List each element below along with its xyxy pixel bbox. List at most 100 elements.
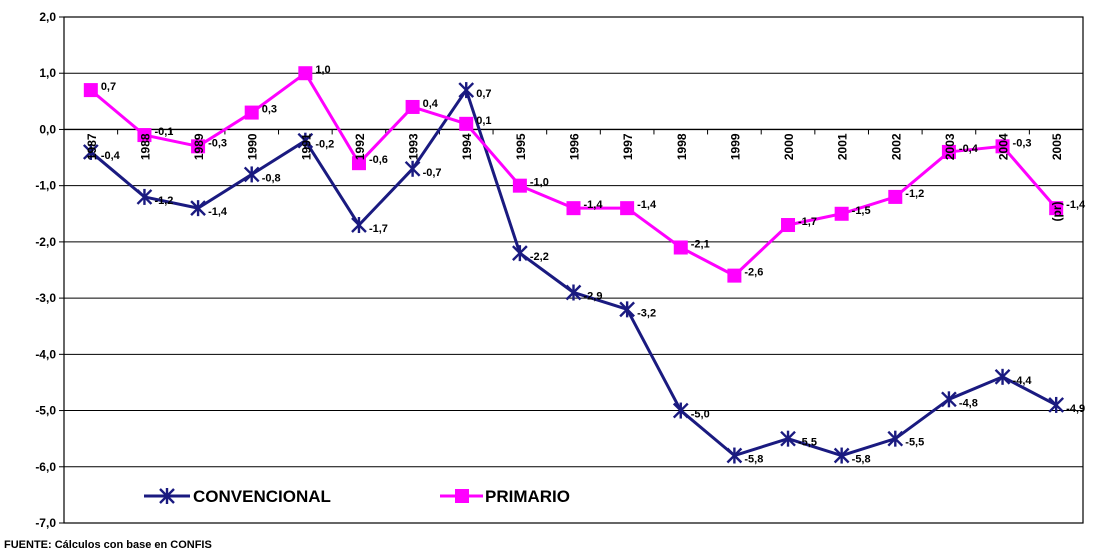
x-tick-label: 1993 — [407, 133, 421, 160]
y-tick-label: 0,0 — [39, 122, 56, 136]
marker-asterisk — [190, 200, 206, 217]
x-tick-label: 1990 — [246, 133, 260, 160]
data-label: -4,4 — [1013, 375, 1033, 387]
data-label: -1,4 — [584, 199, 604, 211]
marker-square — [459, 116, 474, 131]
data-label: -1,7 — [798, 216, 817, 228]
marker-asterisk — [512, 245, 528, 262]
data-label: -1,4 — [1066, 199, 1086, 211]
marker-square — [834, 206, 849, 221]
marker-asterisk — [351, 217, 367, 234]
marker-square — [941, 144, 956, 159]
y-tick-label: 1,0 — [39, 66, 56, 80]
marker-square — [405, 99, 420, 114]
marker-asterisk — [994, 368, 1011, 385]
marker-asterisk — [726, 447, 743, 464]
marker-asterisk — [136, 188, 153, 205]
y-tick-label: -7,0 — [35, 516, 56, 530]
x-tick-label: 1997 — [621, 133, 635, 160]
data-label: -2,1 — [691, 239, 710, 251]
data-label: -1,5 — [852, 205, 871, 217]
data-label: -4,9 — [1066, 403, 1085, 415]
x-tick-label: 2001 — [836, 133, 850, 160]
data-label: -5,8 — [744, 454, 763, 466]
x-tick-label: 1998 — [675, 133, 689, 160]
marker-square — [566, 201, 581, 216]
marker-asterisk — [672, 402, 689, 419]
data-label: -1,4 — [208, 206, 228, 218]
marker-asterisk — [887, 430, 904, 447]
x-tick-label: 2000 — [782, 133, 796, 160]
x-tick-label: 1994 — [460, 133, 474, 160]
data-label: -0,6 — [369, 154, 388, 166]
data-label: -0,4 — [959, 143, 979, 155]
marker-asterisk — [565, 284, 582, 301]
data-label: -0,3 — [1013, 137, 1032, 149]
y-tick-label: -2,0 — [35, 235, 56, 249]
source-note: FUENTE: Cálculos con base en CONFIS — [4, 539, 212, 551]
x-tick-label: 1996 — [568, 133, 582, 160]
data-label: -5,5 — [905, 437, 924, 449]
marker-asterisk — [780, 430, 796, 447]
marker-square — [298, 66, 313, 81]
marker-asterisk — [404, 160, 421, 177]
y-tick-label: 2,0 — [39, 10, 56, 24]
x-tick-label: 2005 — [1050, 133, 1064, 160]
legend-marker-square — [455, 489, 469, 503]
data-label: -0,7 — [423, 167, 442, 179]
marker-square — [673, 240, 688, 255]
data-label: -1,4 — [637, 199, 657, 211]
legend-label-convencional: CONVENCIONAL — [193, 487, 331, 506]
marker-asterisk — [458, 82, 475, 99]
data-label: -2,2 — [530, 251, 549, 263]
marker-square — [512, 178, 527, 193]
marker-asterisk — [82, 143, 99, 160]
data-label: 1,0 — [315, 64, 330, 76]
marker-square — [351, 156, 366, 171]
data-label: -5,5 — [798, 437, 817, 449]
chart: 2,0 1,0 0,0 -1,0 -2,0 -3,0 -4,0 -5,0 -6,0 -7,0 -0,… — [35, 10, 1086, 530]
x-tick-label: 1989 — [192, 133, 206, 160]
x-tick-label: 1988 — [138, 133, 152, 160]
x-tick-label-extra: (pr) — [1050, 201, 1064, 221]
marker-asterisk — [833, 447, 850, 464]
x-tick-label: 2002 — [889, 133, 903, 160]
marker-square — [83, 83, 98, 98]
marker-square — [995, 139, 1010, 154]
data-label: 0,1 — [476, 115, 491, 127]
y-tick-label: -4,0 — [35, 347, 56, 361]
data-label: -1,2 — [905, 188, 924, 200]
x-tick-label: 1991 — [299, 133, 313, 160]
x-tick-label: 2004 — [997, 133, 1011, 160]
data-label: -1,0 — [530, 177, 549, 189]
marker-asterisk — [297, 132, 314, 149]
data-label: -0,8 — [262, 172, 281, 184]
x-tick-label: 1992 — [353, 133, 367, 160]
marker-square — [727, 268, 742, 283]
marker-square — [781, 218, 796, 233]
marker-square — [888, 189, 903, 204]
marker-square — [137, 128, 152, 143]
plot-area — [63, 16, 1084, 524]
legend-label-primario: PRIMARIO — [485, 487, 570, 506]
data-label: -1,7 — [369, 223, 388, 235]
marker-square — [244, 105, 259, 120]
x-tick-label: 1995 — [514, 133, 528, 160]
marker-asterisk — [941, 391, 957, 408]
x-tick-label: 1987 — [85, 133, 99, 160]
y-tick-label: -6,0 — [35, 460, 56, 474]
data-label: 0,7 — [476, 88, 491, 100]
data-label: -5,0 — [691, 409, 710, 421]
data-label: 0,3 — [262, 104, 277, 116]
data-label: -3,2 — [637, 307, 656, 319]
y-tick-label: -1,0 — [35, 179, 56, 193]
y-tick-label: -3,0 — [35, 291, 56, 305]
marker-asterisk — [619, 301, 635, 318]
data-label: 0,7 — [101, 81, 116, 93]
marker-asterisk — [243, 166, 260, 183]
data-label: -5,8 — [852, 454, 871, 466]
data-label: 0,4 — [423, 98, 439, 110]
data-label: -0,4 — [101, 150, 121, 162]
data-label: -0,3 — [208, 137, 227, 149]
data-label: -2,9 — [584, 290, 603, 302]
